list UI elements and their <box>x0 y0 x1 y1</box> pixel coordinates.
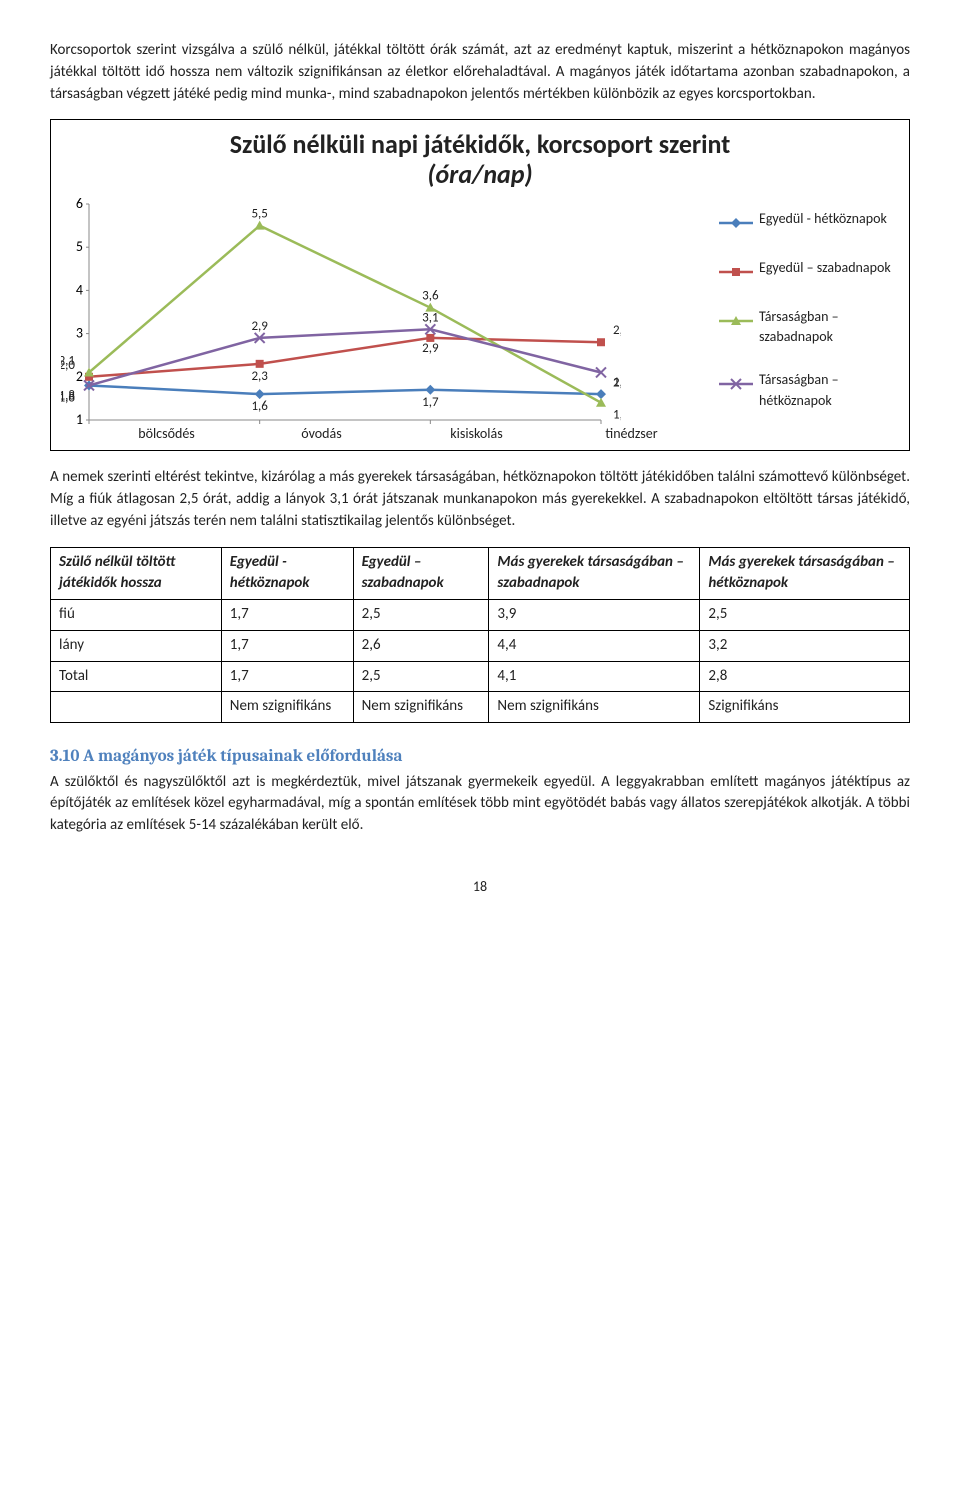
x-axis-label: óvodás <box>244 424 399 444</box>
svg-text:1: 1 <box>76 411 83 424</box>
svg-text:1,6: 1,6 <box>251 399 268 414</box>
section-heading: 3.10 A magányos játék típusainak előford… <box>50 745 910 770</box>
table-cell: 3,9 <box>489 600 700 631</box>
svg-text:5: 5 <box>76 238 83 255</box>
table-cell: Szignifikáns <box>700 692 910 723</box>
table-cell: 1,7 <box>221 630 353 661</box>
table-cell: 3,2 <box>700 630 910 661</box>
table-cell: 2,8 <box>700 661 910 692</box>
svg-text:1,4: 1,4 <box>613 408 621 423</box>
legend-item: Egyedül – szabadnapok <box>719 258 899 284</box>
table-cell: Total <box>51 661 222 692</box>
svg-text:2,1: 2,1 <box>613 376 621 391</box>
svg-text:3,1: 3,1 <box>422 310 438 325</box>
svg-text:2,9: 2,9 <box>251 319 268 334</box>
table-row: fiú1,72,53,92,5 <box>51 600 910 631</box>
table-header-cell: Egyedül – szabadnapok <box>353 547 489 600</box>
table-header-cell: Más gyerekek társaságában – hétköznapok <box>700 547 910 600</box>
table-cell: Nem szignifikáns <box>221 692 353 723</box>
table-cell: 2,5 <box>353 600 489 631</box>
table-cell: Nem szignifikáns <box>353 692 489 723</box>
x-axis-labels: bölcsődésóvodáskisiskolástinédzser <box>89 424 709 444</box>
table-row: Nem szignifikánsNem szignifikánsNem szig… <box>51 692 910 723</box>
svg-text:3,6: 3,6 <box>422 289 439 304</box>
svg-text:3: 3 <box>76 325 83 342</box>
table-cell: fiú <box>51 600 222 631</box>
svg-text:5,5: 5,5 <box>251 207 267 222</box>
chart-legend: Egyedül - hétköznapok Egyedül – szabadnap… <box>709 194 899 444</box>
legend-item: Társaságban – szabadnapok <box>719 307 899 348</box>
svg-text:1,8: 1,8 <box>61 390 75 405</box>
table-header-row: Szülő nélkül töltött játékidők hosszaEgy… <box>51 547 910 600</box>
chart-title-line2: (óra/nap) <box>427 158 532 190</box>
x-axis-label: kisiskolás <box>399 424 554 444</box>
table-cell: 1,7 <box>221 661 353 692</box>
table-cell: 4,4 <box>489 630 700 661</box>
chart-svg: 1234561,81,61,71,62,02,32,92,82,15,53,61… <box>61 194 621 424</box>
table-cell: 2,6 <box>353 630 489 661</box>
table-body: fiú1,72,53,92,5lány1,72,64,43,2Total1,72… <box>51 600 910 723</box>
legend-item: Társaságban – hétköznapok <box>719 370 899 411</box>
paragraph-2: A nemek szerinti eltérést tekintve, kizá… <box>50 467 910 532</box>
paragraph-1: Korcsoportok szerint vizsgálva a szülő n… <box>50 40 910 105</box>
chart-title: Szülő nélküli napi játékidők, korcsoport… <box>61 130 899 190</box>
svg-text:6: 6 <box>76 195 83 212</box>
svg-text:2,9: 2,9 <box>422 341 439 356</box>
table-cell: 2,5 <box>700 600 910 631</box>
table-row: lány1,72,64,43,2 <box>51 630 910 661</box>
x-axis-label: tinédzser <box>554 424 709 444</box>
svg-text:2,1: 2,1 <box>61 354 75 369</box>
page-number: 18 <box>50 877 910 897</box>
table-cell: 1,7 <box>221 600 353 631</box>
table-cell: Nem szignifikáns <box>489 692 700 723</box>
table-header-cell: Szülő nélkül töltött játékidők hossza <box>51 547 222 600</box>
svg-text:2: 2 <box>76 368 83 385</box>
table-cell: 2,5 <box>353 661 489 692</box>
table-header-cell: Más gyerekek társaságában – szabadnapok <box>489 547 700 600</box>
table-header-cell: Egyedül - hétköznapok <box>221 547 353 600</box>
table-row: Total1,72,54,12,8 <box>51 661 910 692</box>
x-axis-label: bölcsődés <box>89 424 244 444</box>
chart-title-line1: Szülő nélküli napi játékidők, korcsoport… <box>230 128 731 160</box>
svg-text:4: 4 <box>76 281 83 298</box>
paragraph-3: A szülőktől és nagyszülőktől azt is megk… <box>50 772 910 837</box>
svg-text:1,7: 1,7 <box>422 395 439 410</box>
table-cell <box>51 692 222 723</box>
table-cell: lány <box>51 630 222 661</box>
svg-text:2,8: 2,8 <box>613 323 621 338</box>
svg-text:2,3: 2,3 <box>251 369 268 384</box>
chart-plot-area: 1234561,81,61,71,62,02,32,92,82,15,53,61… <box>61 194 709 444</box>
legend-item: Egyedül - hétköznapok <box>719 209 899 235</box>
data-table: Szülő nélkül töltött játékidők hosszaEgy… <box>50 547 910 724</box>
chart-container: Szülő nélküli napi játékidők, korcsoport… <box>50 119 910 451</box>
table-cell: 4,1 <box>489 661 700 692</box>
